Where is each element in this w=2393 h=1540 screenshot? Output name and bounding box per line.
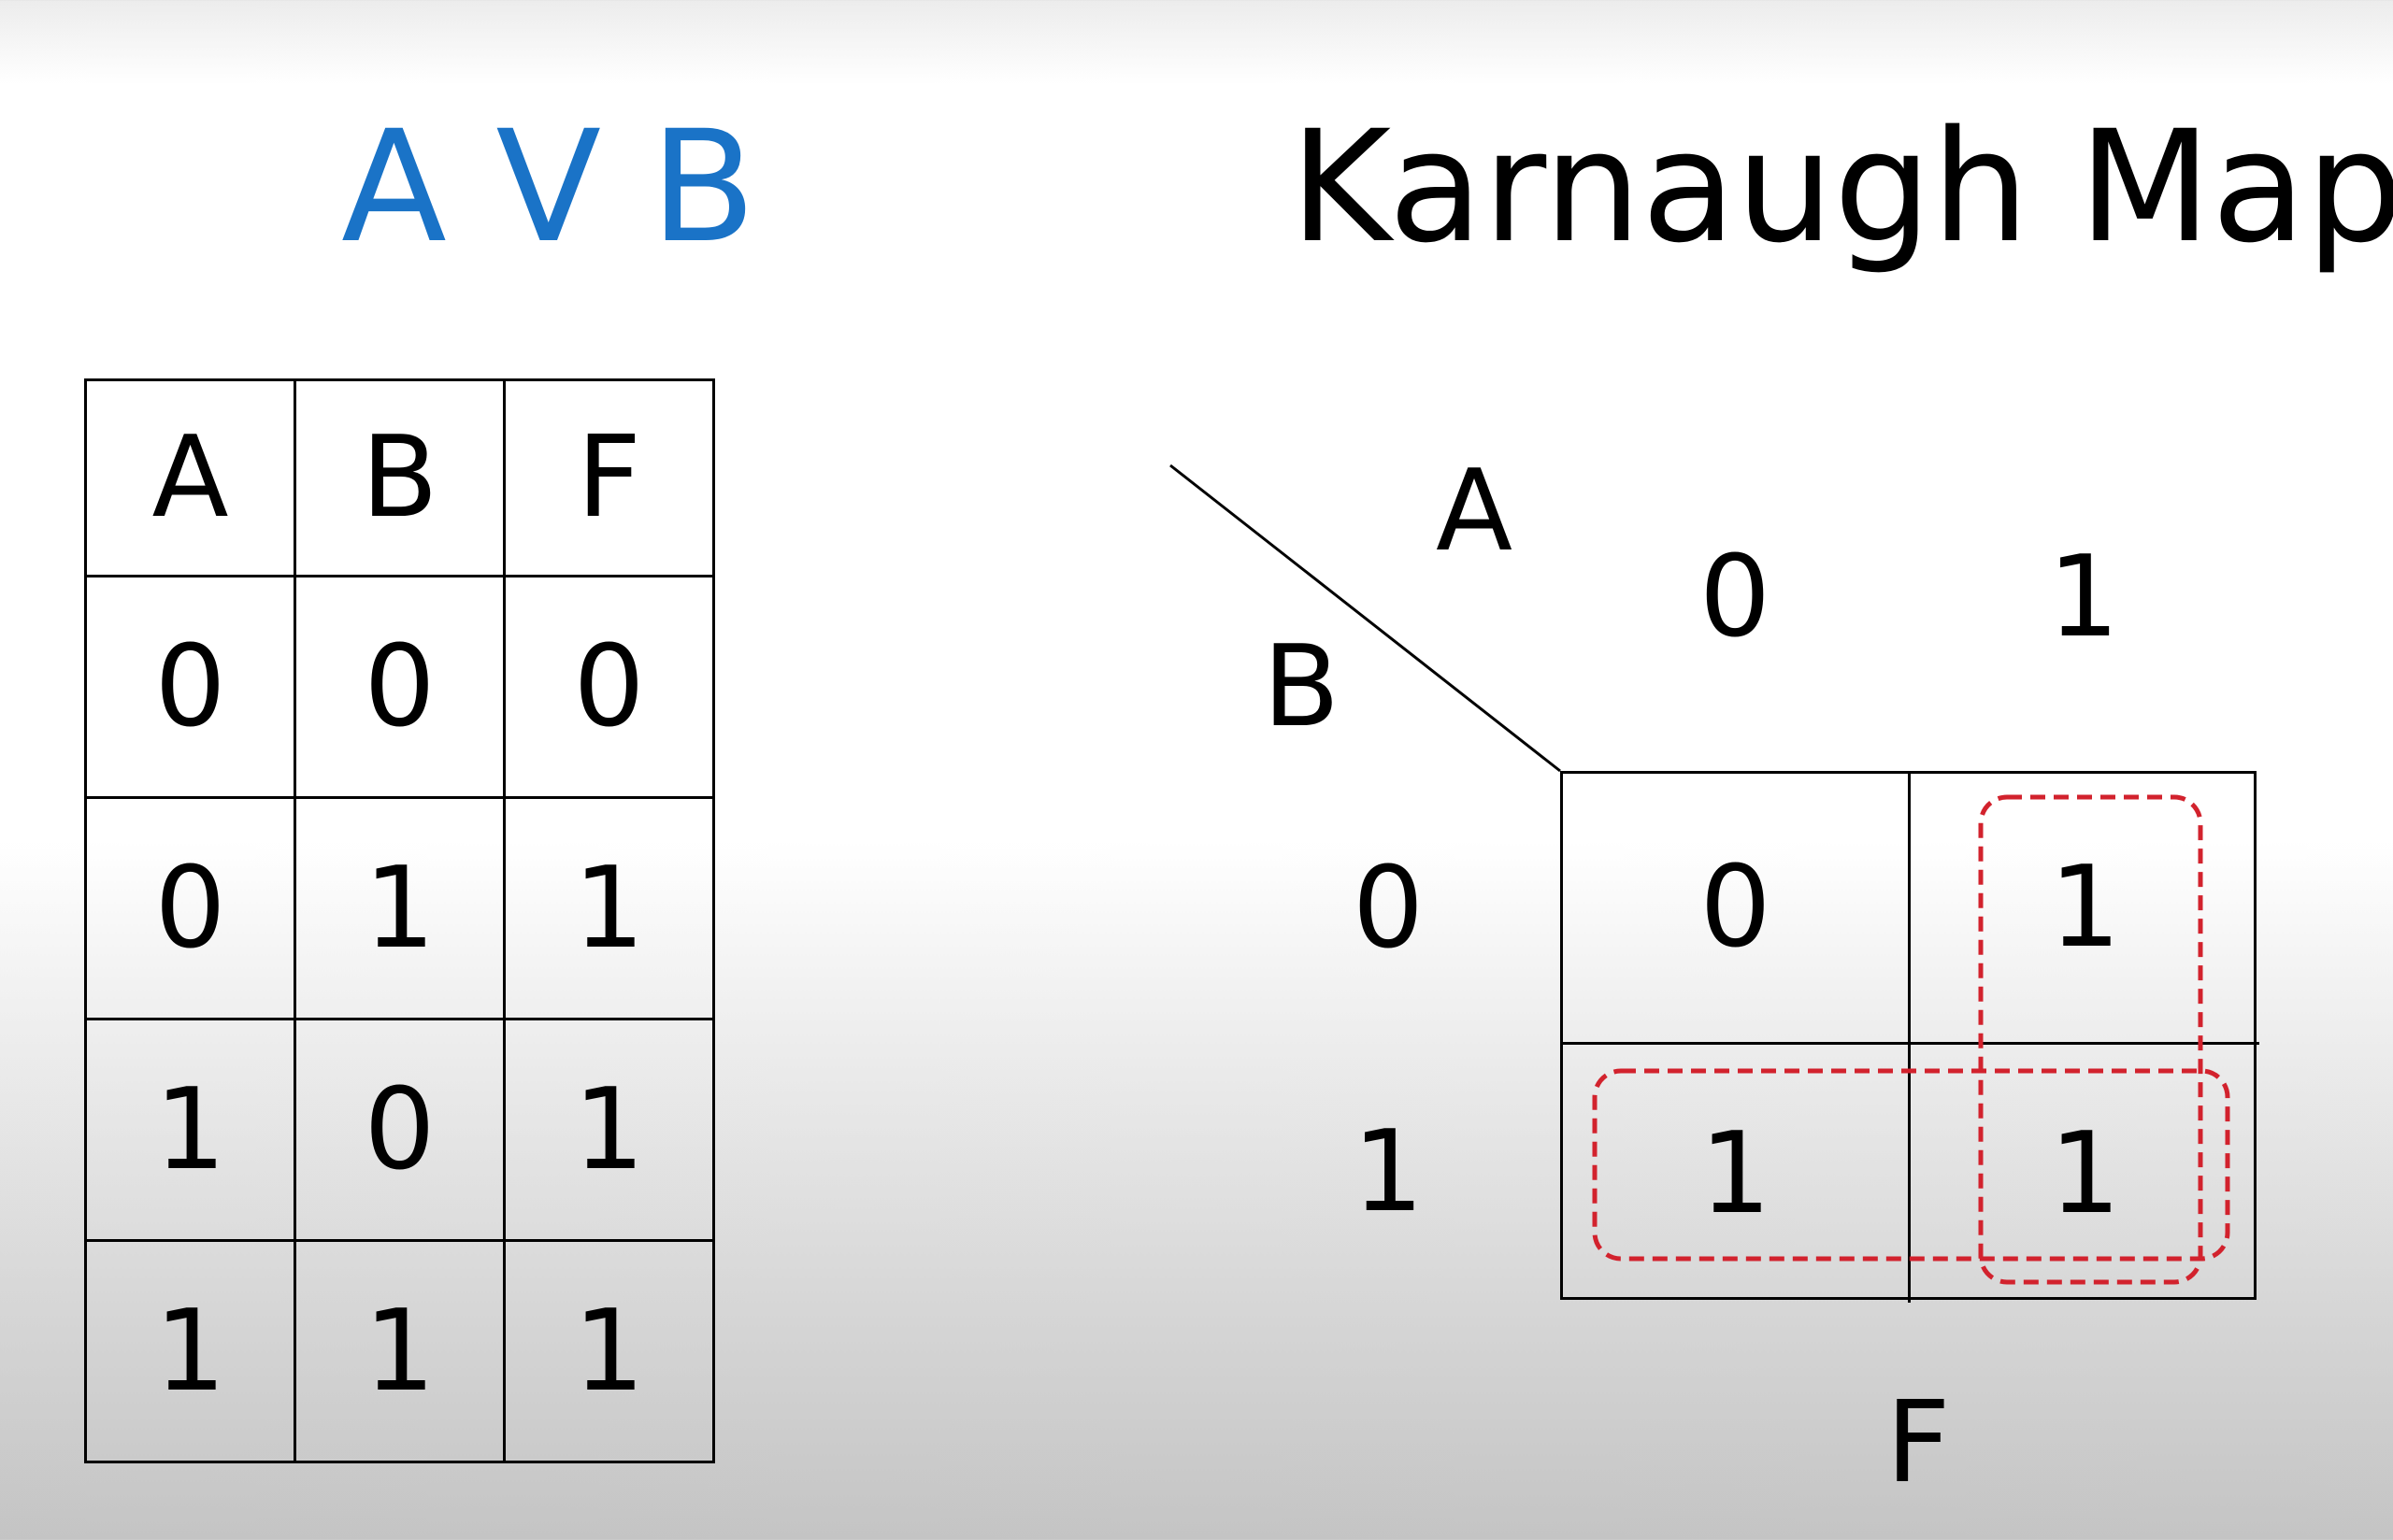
- truth-table-header-f: F: [503, 378, 715, 578]
- truth-table-cell: 1: [84, 1239, 296, 1463]
- truth-table-cell: 1: [294, 1239, 506, 1463]
- truth-table-cell: 1: [503, 1239, 715, 1463]
- kmap-cell: 1: [1563, 1045, 1911, 1303]
- kmap-cell: 0: [1563, 774, 1911, 1045]
- truth-table-row: 0 0 0: [84, 575, 715, 799]
- kmap-row-variable: B: [1262, 622, 1340, 752]
- truth-table-cell: 0: [84, 796, 296, 1020]
- truth-table-cell: 1: [503, 1018, 715, 1242]
- kmap-group-column-a1: [1978, 794, 2203, 1285]
- boolean-expression-title: A V B: [341, 97, 756, 277]
- kmap-cell: 1: [1911, 774, 2259, 1045]
- kmap-column-variable: A: [1435, 447, 1513, 577]
- truth-table-row: 1 1 1: [84, 1239, 715, 1463]
- truth-table-cell: 0: [503, 575, 715, 799]
- truth-table-cell: 1: [503, 796, 715, 1020]
- karnaugh-map-heading: Karnaugh Map: [1290, 97, 2393, 277]
- kmap-group-row-b1: [1592, 1068, 2230, 1262]
- truth-table-row: 1 0 1: [84, 1018, 715, 1242]
- truth-table-cell: 0: [294, 575, 506, 799]
- truth-table-cell: 0: [84, 575, 296, 799]
- truth-table-header-row: A B F: [84, 378, 715, 578]
- kmap-row-value: 1: [1352, 1107, 1425, 1237]
- kmap-row-value: 0: [1352, 844, 1425, 974]
- kmap-column-value: 0: [1698, 533, 1771, 663]
- kmap-output-label: F: [1885, 1378, 1951, 1508]
- kmap-column-value: 1: [2047, 533, 2120, 663]
- truth-table: A B F 0 0 0 0 1 1 1 0 1 1 1 1: [84, 378, 715, 1463]
- truth-table-cell: 1: [84, 1018, 296, 1242]
- truth-table-header-a: A: [84, 378, 296, 578]
- kmap-cell: 1: [2049, 1108, 2121, 1239]
- kmap-grid: 0 1 1 1: [1560, 771, 2259, 1303]
- truth-table-cell: 0: [294, 1018, 506, 1242]
- truth-table-header-b: B: [294, 378, 506, 578]
- truth-table-row: 0 1 1: [84, 796, 715, 1020]
- truth-table-cell: 1: [294, 796, 506, 1020]
